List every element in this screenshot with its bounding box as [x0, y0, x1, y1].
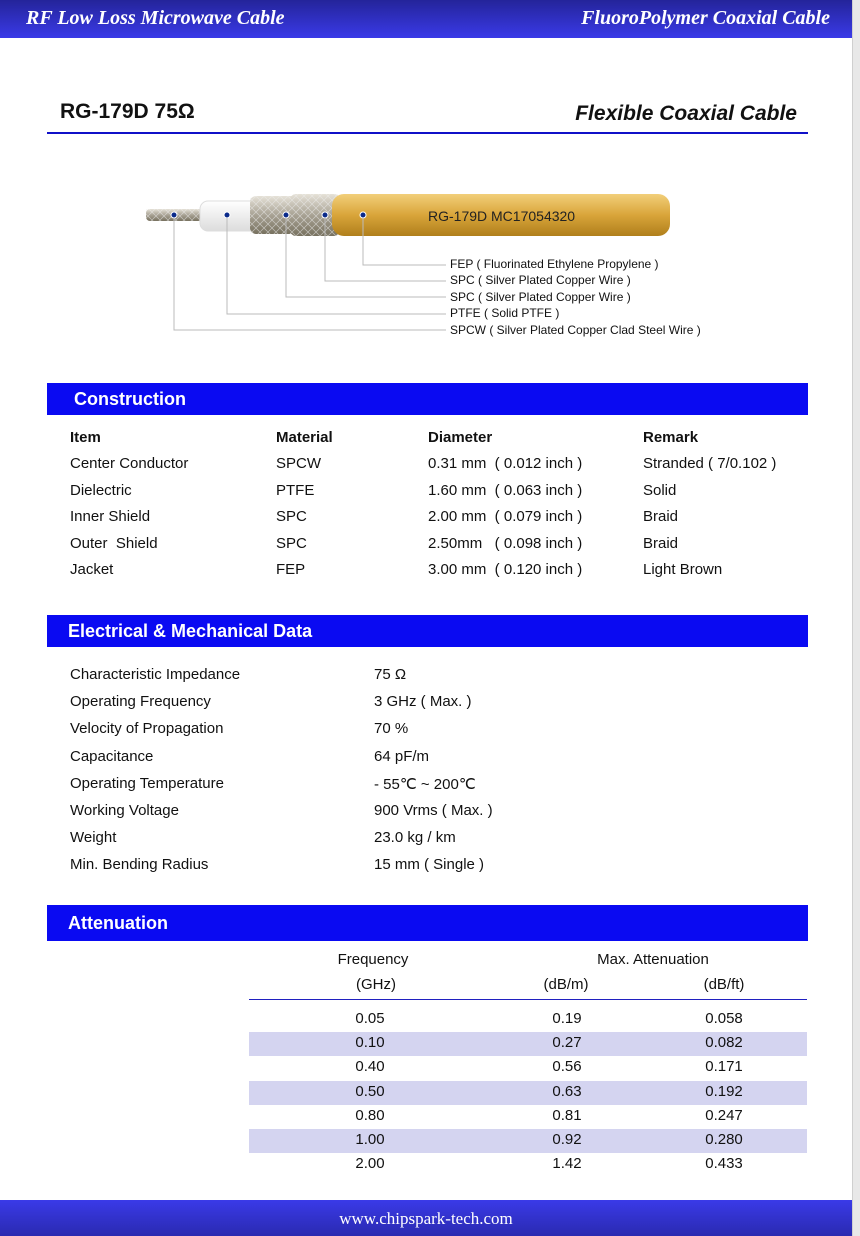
- unit-db-m: (dB/m): [543, 976, 589, 993]
- row-band: [249, 1080, 807, 1105]
- table-cell: Light Brown: [643, 561, 723, 578]
- table-cell: 0.56: [552, 1058, 582, 1076]
- spec-label: Operating Frequency: [70, 693, 211, 711]
- table-cell: Inner Shield: [70, 508, 151, 525]
- table-cell: Braid: [643, 534, 679, 552]
- table-cell: 0.19: [552, 1010, 582, 1027]
- table-cell: Jacket: [70, 561, 114, 578]
- table-cell: 1.00: [355, 1131, 385, 1148]
- spec-label: Weight: [70, 829, 117, 847]
- table-cell: 3.00 mm ( 0.120 inch ): [428, 561, 583, 578]
- table-cell: 0.171: [705, 1058, 743, 1076]
- table-cell: SPC: [276, 534, 307, 552]
- table-cell: 0.192: [705, 1082, 743, 1100]
- table-cell: 0.40: [355, 1058, 385, 1076]
- spec-label: Capacitance: [70, 747, 154, 765]
- table-cell: 0.50: [355, 1082, 385, 1100]
- spec-label: Operating Temperature: [70, 774, 224, 792]
- footer-url: www.chipspark-tech.com: [339, 1209, 513, 1228]
- column-header: Item: [70, 429, 101, 446]
- spec-value: 70 %: [374, 720, 409, 738]
- header-left: RF Low Loss Microwave Cable: [26, 7, 285, 29]
- table-cell: Stranded ( 7/0.102 ): [643, 455, 777, 472]
- cable-print: RG-179D MC17054320: [428, 208, 575, 224]
- attenuation-rule: [249, 999, 807, 1000]
- table-cell: Braid: [643, 508, 679, 525]
- table-cell: 0.31 mm ( 0.012 inch ): [428, 455, 583, 472]
- electrical-heading: Electrical & Mechanical Data: [47, 615, 808, 647]
- table-cell: 0.082: [705, 1034, 743, 1052]
- header-banner: RF Low Loss Microwave Cable FluoroPolyme…: [0, 0, 852, 38]
- column-header: Remark: [643, 429, 699, 446]
- footer-banner: www.chipspark-tech.com: [0, 1200, 852, 1236]
- row-band: [249, 1129, 807, 1153]
- table-cell: 2.00: [355, 1155, 385, 1173]
- table-cell: 0.27: [552, 1034, 582, 1052]
- row-band: [249, 1032, 807, 1057]
- freq-unit: (GHz): [356, 976, 396, 993]
- table-cell: 0.058: [705, 1010, 743, 1027]
- cable-diagram: RG-179D MC17054320: [146, 194, 670, 331]
- spec-value: 15 mm ( Single ): [374, 856, 485, 874]
- freq-header: Frequency: [337, 951, 409, 968]
- table-cell: 1.42: [552, 1155, 582, 1173]
- table-cell: 0.433: [705, 1155, 743, 1173]
- attenuation-heading: Attenuation: [47, 905, 808, 941]
- spec-label: Working Voltage: [70, 802, 179, 819]
- table-cell: 0.81: [552, 1106, 582, 1124]
- spec-value: 75 Ω: [374, 666, 407, 683]
- table-cell: 0.63: [552, 1082, 582, 1100]
- table-cell: PTFE: [276, 481, 315, 499]
- table-cell: 2.00 mm ( 0.079 inch ): [428, 508, 583, 525]
- table-cell: 0.92: [552, 1131, 582, 1148]
- cable-label-conductor: SPCW ( Silver Plated Copper Clad Steel W…: [450, 323, 701, 337]
- table-cell: Dielectric: [70, 481, 132, 499]
- table-cell: Center Conductor: [70, 455, 189, 472]
- page-subtitle: Flexible Coaxial Cable: [575, 102, 797, 125]
- cable-label-inner-shield: SPC ( Silver Plated Copper Wire ): [450, 290, 631, 304]
- column-header: Material: [276, 429, 333, 446]
- spec-label: Min. Bending Radius: [70, 856, 209, 874]
- table-cell: 0.247: [705, 1106, 743, 1124]
- table-cell: 0.80: [355, 1106, 385, 1124]
- cable-label-dielectric: PTFE ( Solid PTFE ): [450, 306, 560, 320]
- construction-heading: Construction: [47, 383, 808, 415]
- table-cell: SPC: [276, 508, 307, 525]
- cable-label-outer-shield: SPC ( Silver Plated Copper Wire ): [450, 273, 631, 287]
- table-cell: Outer Shield: [70, 534, 158, 552]
- header-right: FluoroPolymer Coaxial Cable: [581, 7, 830, 29]
- spec-label: Characteristic Impedance: [70, 666, 241, 683]
- table-cell: 1.60 mm ( 0.063 inch ): [428, 481, 583, 499]
- table-cell: Solid: [643, 481, 677, 499]
- spec-value: 3 GHz ( Max. ): [374, 693, 472, 711]
- table-cell: 2.50mm ( 0.098 inch ): [428, 534, 583, 552]
- cable-label-jacket: FEP ( Fluorinated Ethylene Propylene ): [450, 257, 659, 271]
- table-cell: SPCW: [276, 455, 321, 472]
- spec-value: - 55℃ ~ 200℃: [374, 775, 476, 793]
- title-rule: [47, 132, 808, 134]
- page-title: RG-179D 75Ω: [60, 100, 195, 123]
- spec-value: 900 Vrms ( Max. ): [374, 802, 493, 819]
- spec-label: Velocity of Propagation: [70, 720, 224, 738]
- table-cell: 0.280: [705, 1131, 743, 1148]
- cable-jacket: [332, 194, 670, 236]
- unit-db-ft: (dB/ft): [703, 976, 745, 993]
- page-edge: [852, 0, 860, 1236]
- table-cell: 0.10: [355, 1034, 385, 1052]
- column-header: Diameter: [428, 429, 493, 446]
- table-cell: FEP: [276, 561, 306, 578]
- spec-value: 23.0 kg / km: [374, 829, 456, 847]
- attenuation-header: Max. Attenuation: [597, 951, 709, 968]
- table-cell: 0.05: [355, 1010, 385, 1027]
- spec-value: 64 pF/m: [374, 747, 430, 765]
